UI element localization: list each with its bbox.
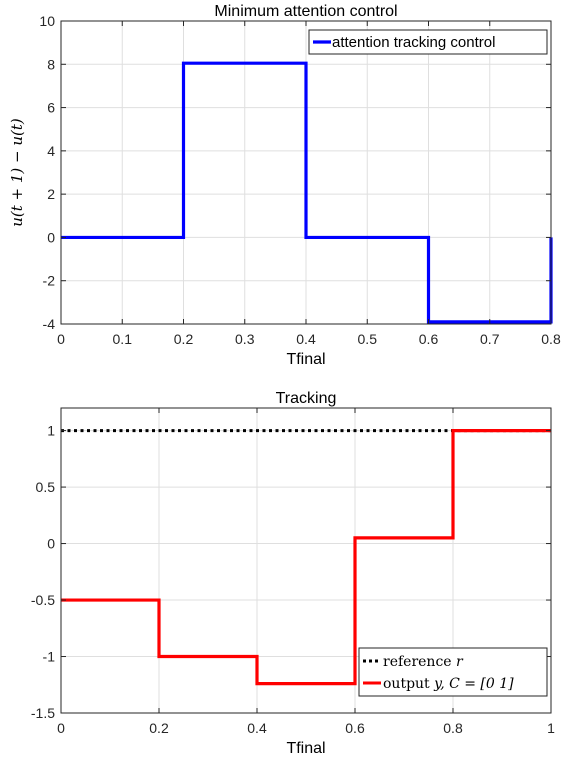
y-tick-label: 8 (47, 56, 55, 72)
legend-box (358, 647, 548, 697)
y-tick-label: -4 (43, 316, 56, 332)
x-axis-label: Tfinal (286, 740, 325, 757)
y-tick-label: 0.5 (36, 479, 56, 495)
y-tick-label: 1 (47, 423, 55, 439)
legend-entry-label: attention tracking control (332, 34, 495, 51)
x-tick-label: 0.2 (174, 331, 194, 347)
x-tick-label: 0.7 (480, 331, 500, 347)
legend-entry-label: reference r (383, 654, 464, 670)
y-tick-label: 6 (47, 100, 55, 116)
y-tick-label: 0 (47, 229, 55, 245)
series-line-0 (61, 61, 553, 324)
x-tick-label: 0.4 (296, 331, 316, 347)
legend-entry-math: y, C = [0 1] (433, 676, 514, 692)
x-tick-label: 0.5 (358, 331, 378, 347)
x-tick-label: 0.3 (235, 331, 255, 347)
x-tick-label: 1 (547, 720, 555, 736)
x-axis-label: Tfinal (286, 351, 325, 368)
y-tick-label: -0.5 (31, 592, 55, 608)
x-tick-label: 0.8 (541, 331, 561, 347)
y-tick-label: 2 (47, 186, 55, 202)
x-tick-label: 0 (57, 720, 65, 736)
x-tick-label: 0.4 (247, 720, 267, 736)
chart-tracking: 0 0.2 0.4 0.6 0.8 1 -1.5 -1 -0.5 0 0.5 1 Tracking Tfi… (31, 390, 555, 757)
x-tick-label: 0.2 (149, 720, 169, 736)
legend-entry-label: output y, C = [0 1] (383, 676, 514, 692)
y-tick-label: -1 (43, 649, 56, 665)
legend-entry-prefix: reference (383, 654, 456, 670)
x-tick-label: 0.1 (113, 331, 133, 347)
legend-box (308, 29, 548, 55)
x-tick-label: 0 (57, 331, 65, 347)
y-tick-label: -1.5 (31, 705, 55, 721)
chart-title: Tracking (276, 390, 337, 407)
y-tick-label: -2 (43, 273, 56, 289)
axes-box (60, 407, 552, 714)
x-tick-label: 0.6 (419, 331, 439, 347)
x-tick-label: 0.6 (345, 720, 365, 736)
x-tick-label: 0.8 (443, 720, 463, 736)
series-line-1 (61, 428, 551, 686)
y-axis-label: u(t + 1) − u(t) (8, 118, 26, 227)
legend-entry-math: r (456, 654, 464, 670)
chart-attention-control: 0 0.1 0.2 0.3 0.4 0.5 0.6 0.7 0.8 -4 -2 0 2 4 6 8 10 Mini… (8, 3, 561, 368)
y-tick-label: 10 (39, 13, 55, 29)
legend-entry-prefix: output (383, 676, 434, 692)
chart-title: Minimum attention control (214, 3, 397, 20)
y-tick-label: 4 (47, 143, 55, 159)
y-tick-label: 0 (47, 536, 55, 552)
